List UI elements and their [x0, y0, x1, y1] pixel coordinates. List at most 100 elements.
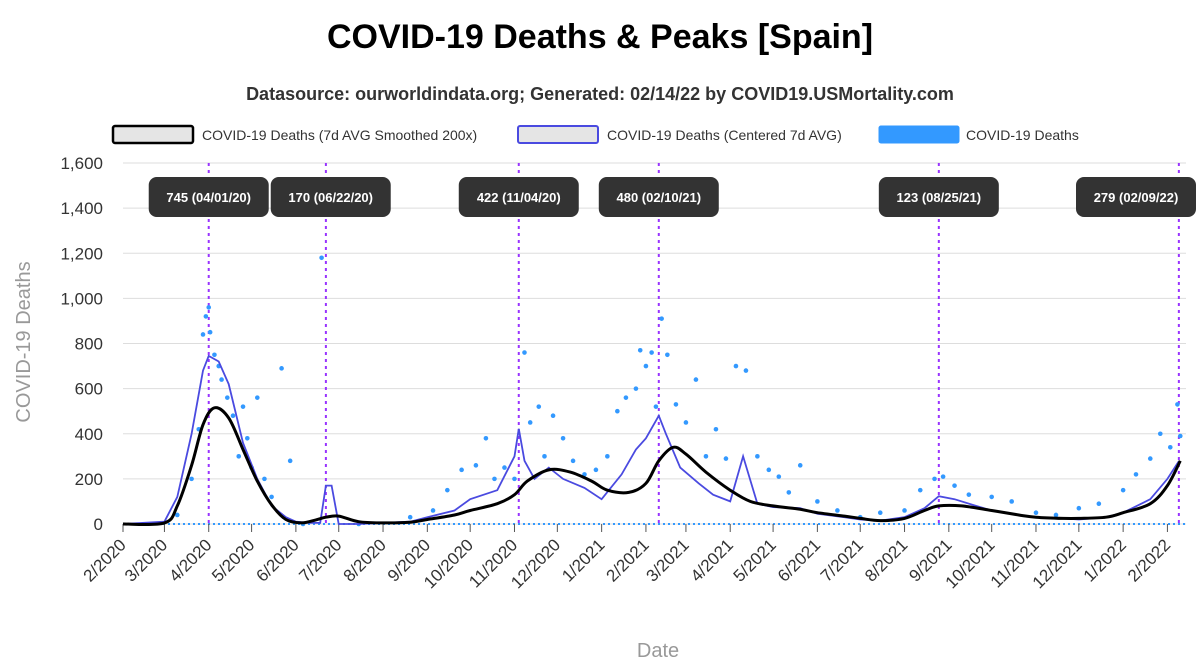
x-tick-label: 5/2021	[730, 535, 780, 585]
death-point	[502, 465, 507, 470]
x-axis-ticks: 2/20203/20204/20205/20206/20207/20208/20…	[80, 524, 1174, 592]
death-point	[673, 402, 679, 407]
death-point	[407, 514, 413, 520]
x-tick-label: 2/2020	[80, 535, 130, 585]
death-point	[623, 395, 629, 400]
death-point	[902, 508, 907, 513]
smoothed-line	[122, 406, 1182, 527]
death-point	[240, 404, 246, 409]
x-tick-label: 7/2020	[295, 535, 345, 585]
death-point	[430, 508, 436, 513]
death-point	[445, 487, 450, 493]
death-point	[512, 476, 517, 482]
y-axis-ticks: 0 200 400 600 800 1,000 1,200 1,400 1,600	[60, 154, 103, 534]
death-point	[219, 377, 224, 382]
death-point	[1120, 487, 1126, 493]
death-point	[527, 420, 533, 425]
death-point	[605, 454, 610, 459]
x-tick-label: 1/2022	[1080, 535, 1130, 585]
x-tick-label: 8/2020	[340, 535, 390, 585]
death-point	[743, 368, 749, 373]
peak-label: 422 (11/04/20)	[458, 177, 579, 217]
legend-label: COVID-19 Deaths	[966, 127, 1079, 143]
peak-labels: 745 (04/01/20) 170 (06/22/20) 422 (11/04/2…	[148, 177, 1196, 217]
death-point	[940, 474, 946, 479]
peak-label-text: 745 (04/01/20)	[166, 190, 251, 205]
death-point	[206, 305, 212, 310]
x-tick-label: 4/2021	[687, 535, 737, 585]
legend-swatch	[517, 125, 599, 144]
death-point	[703, 454, 709, 459]
death-point	[593, 467, 599, 473]
death-point	[952, 483, 957, 488]
death-point	[212, 352, 217, 358]
death-point	[1147, 456, 1153, 461]
death-point	[200, 332, 206, 337]
death-point	[643, 363, 649, 369]
death-point	[560, 435, 566, 441]
death-point	[615, 408, 620, 414]
death-point	[637, 347, 643, 353]
peak-label: 123 (08/25/21)	[878, 177, 999, 217]
y-tick-label: 1,200	[60, 244, 103, 263]
peak-label-text: 422 (11/04/20)	[477, 190, 561, 205]
death-point	[174, 512, 180, 518]
death-point	[932, 476, 937, 482]
peak-label-box	[878, 177, 999, 217]
death-point	[1157, 431, 1163, 437]
death-point	[989, 494, 994, 500]
death-point	[1009, 499, 1014, 504]
peak-label-box	[1076, 177, 1196, 217]
death-point	[1177, 433, 1183, 439]
peak-label: 279 (02/09/22)	[1076, 177, 1196, 217]
death-point	[224, 395, 230, 400]
death-point	[582, 472, 587, 477]
peak-label: 170 (06/22/20)	[270, 177, 391, 217]
death-point	[797, 463, 803, 468]
x-tick-label: 8/2021	[861, 535, 911, 585]
death-point	[279, 366, 284, 371]
x-tick-label: 3/2020	[121, 535, 171, 585]
death-point	[255, 395, 260, 400]
death-point	[492, 476, 497, 482]
death-point	[1033, 510, 1039, 516]
death-point	[786, 490, 792, 495]
death-point	[877, 510, 883, 516]
grid	[123, 162, 1186, 525]
death-point	[319, 255, 324, 261]
y-tick-label: 0	[94, 515, 103, 534]
chart-title: COVID-19 Deaths & Peaks [Spain]	[326, 18, 874, 56]
peak-label-text: 480 (02/10/21)	[616, 190, 701, 205]
death-point	[570, 458, 576, 464]
chart-subtitle: Datasource: ourworldindata.org; Generate…	[246, 84, 954, 104]
death-point	[230, 413, 236, 419]
death-point	[203, 314, 209, 319]
peak-label-text: 123 (08/25/21)	[897, 190, 982, 205]
death-point	[653, 404, 659, 409]
legend-label: COVID-19 Deaths (Centered 7d AVG)	[607, 127, 842, 143]
death-point	[1096, 501, 1102, 506]
death-point	[917, 487, 923, 493]
death-point	[287, 458, 293, 464]
death-point	[633, 386, 639, 391]
death-point	[207, 329, 213, 335]
x-tick-label: 2/2021	[603, 535, 653, 585]
death-point	[262, 476, 267, 482]
y-tick-label: 800	[75, 335, 103, 354]
death-point	[1053, 512, 1059, 518]
y-tick-label: 400	[75, 425, 103, 444]
death-point	[835, 508, 840, 513]
x-tick-label: 1/2021	[558, 535, 608, 585]
x-tick-label: 6/2021	[774, 535, 824, 585]
death-point	[733, 363, 739, 369]
death-point	[723, 456, 729, 461]
series-layer	[122, 255, 1183, 527]
death-point	[1133, 472, 1139, 477]
y-tick-label: 600	[75, 380, 103, 399]
y-tick-label: 1,400	[60, 199, 103, 218]
death-point	[1076, 505, 1082, 511]
death-point	[659, 316, 664, 321]
death-point	[1175, 402, 1180, 407]
y-tick-label: 200	[75, 470, 103, 489]
